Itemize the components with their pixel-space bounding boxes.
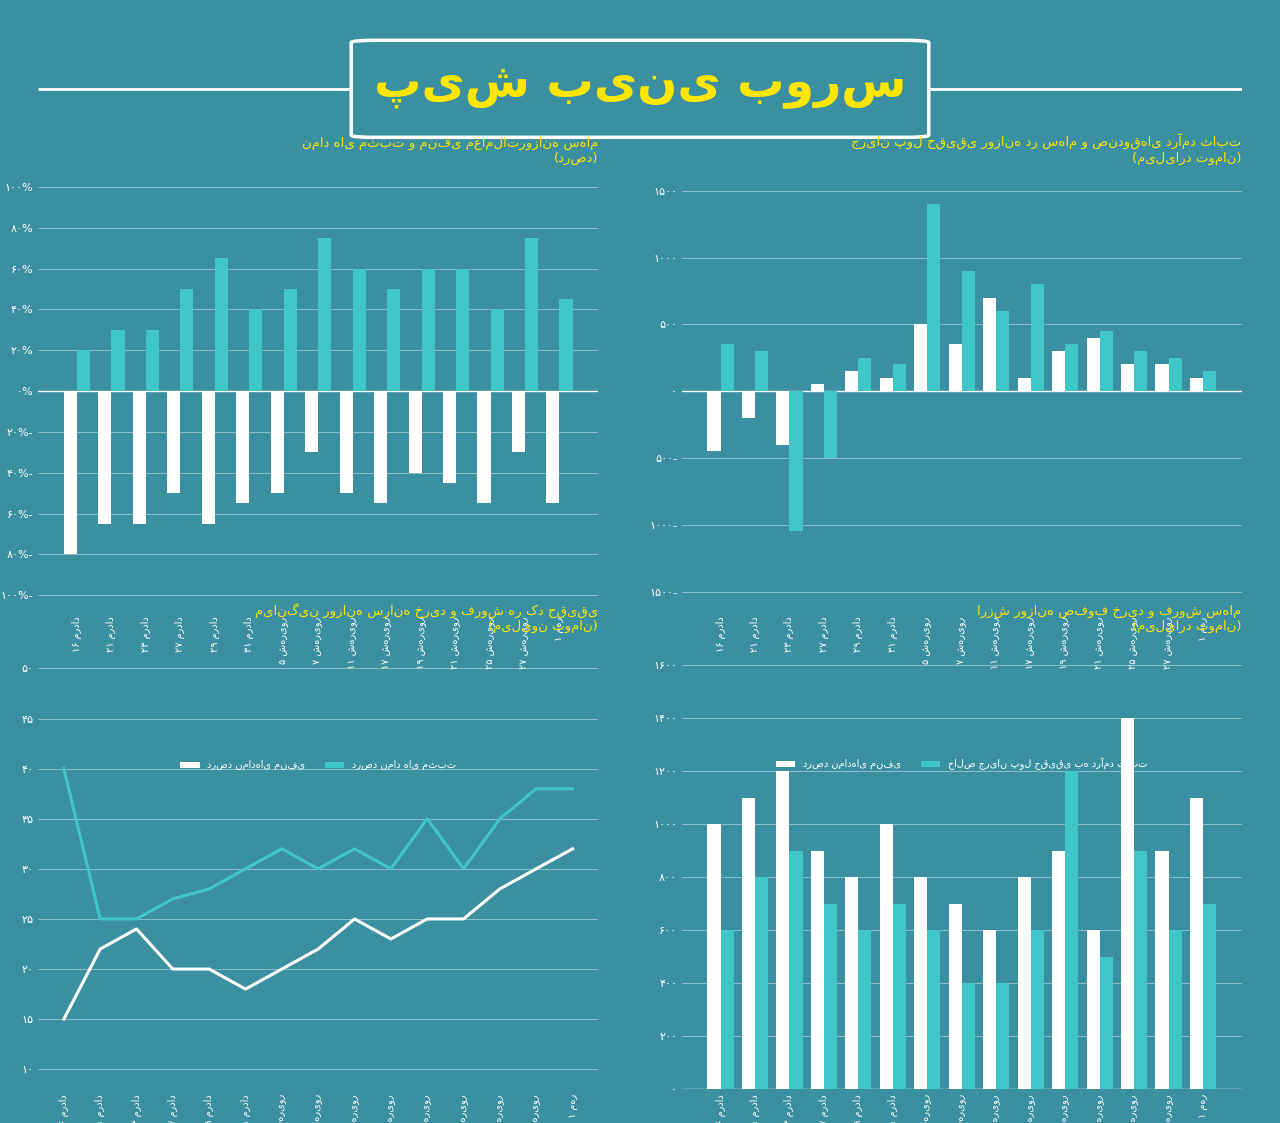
Bar — [490, 310, 503, 391]
Bar — [1030, 930, 1043, 1089]
Bar — [983, 930, 996, 1089]
Bar — [742, 797, 755, 1089]
Bar — [777, 772, 790, 1089]
Bar — [456, 268, 470, 391]
Bar — [339, 391, 353, 493]
Bar — [1100, 957, 1112, 1089]
FancyBboxPatch shape — [351, 40, 929, 137]
Bar — [408, 391, 421, 473]
Bar — [1156, 364, 1169, 391]
Bar — [146, 330, 159, 391]
Bar — [790, 391, 803, 531]
Bar — [215, 258, 228, 391]
Bar — [374, 391, 387, 503]
Bar — [708, 824, 721, 1089]
Bar — [721, 930, 733, 1089]
Bar — [1190, 797, 1203, 1089]
Bar — [983, 298, 996, 391]
Bar — [525, 238, 538, 391]
Bar — [111, 330, 124, 391]
Bar — [996, 984, 1010, 1089]
Bar — [77, 350, 90, 391]
Bar — [64, 391, 77, 555]
Bar — [559, 299, 572, 391]
Bar — [443, 391, 456, 483]
Bar — [824, 904, 837, 1089]
Bar — [948, 345, 961, 391]
Bar — [1052, 850, 1065, 1089]
Bar — [1018, 877, 1030, 1089]
Bar — [961, 984, 975, 1089]
Bar — [859, 930, 872, 1089]
Bar — [1121, 718, 1134, 1089]
Legend: درصد نمادهای منفی, درصد نماد های مثبت: درصد نمادهای منفی, درصد نماد های مثبت — [177, 757, 460, 775]
Bar — [547, 391, 559, 503]
Bar — [387, 289, 401, 391]
Bar — [721, 345, 733, 391]
Bar — [1065, 772, 1078, 1089]
Bar — [810, 384, 824, 391]
Bar — [893, 364, 906, 391]
Bar — [1190, 377, 1203, 391]
Bar — [1169, 358, 1181, 391]
Text: میانگین روزانه سرانه خرید و فروش هر کد حقیقی
(میلیون تومان): میانگین روزانه سرانه خرید و فروش هر کد ح… — [255, 603, 598, 633]
Bar — [270, 391, 284, 493]
Bar — [1203, 371, 1216, 391]
Legend: درصد نمادهای منفی, خالص جریان پول حقیقی به درآمد ثابت: درصد نمادهای منفی, خالص جریان پول حقیقی … — [772, 754, 1152, 775]
Bar — [755, 351, 768, 391]
Bar — [1052, 351, 1065, 391]
Bar — [1203, 904, 1216, 1089]
Bar — [948, 904, 961, 1089]
Bar — [742, 391, 755, 418]
Bar — [202, 391, 215, 523]
Bar — [1065, 345, 1078, 391]
Bar — [1156, 850, 1169, 1089]
Bar — [1100, 331, 1112, 391]
Bar — [1030, 284, 1043, 391]
Bar — [914, 325, 927, 391]
Bar — [1121, 364, 1134, 391]
Text: پیش بینی بورس: پیش بینی بورس — [374, 63, 906, 108]
Bar — [237, 391, 250, 503]
Bar — [319, 238, 332, 391]
Bar — [810, 850, 824, 1089]
Bar — [859, 358, 872, 391]
Bar — [845, 371, 859, 391]
Bar — [961, 271, 975, 391]
Bar — [305, 391, 319, 453]
Bar — [708, 391, 721, 451]
Text: جریان پول حقیقی روزانه در سهام و صندوق‌های درآمد ثابت
(میلیارد تومان): جریان پول حقیقی روزانه در سهام و صندوق‌ه… — [851, 135, 1242, 165]
Bar — [824, 391, 837, 458]
Bar — [421, 268, 435, 391]
Bar — [512, 391, 525, 453]
Bar — [99, 391, 111, 523]
Bar — [927, 930, 941, 1089]
Bar — [893, 904, 906, 1089]
Bar — [996, 311, 1010, 391]
Bar — [790, 850, 803, 1089]
Bar — [168, 391, 180, 493]
Bar — [777, 391, 790, 445]
Bar — [914, 877, 927, 1089]
Bar — [927, 204, 941, 391]
Text: نماد های مثبت و منفی معاملاتروزانه سهام
(درصد): نماد های مثبت و منفی معاملاتروزانه سهام … — [302, 137, 598, 165]
Bar — [879, 377, 893, 391]
Bar — [1087, 338, 1100, 391]
Bar — [477, 391, 490, 503]
Bar — [1134, 850, 1147, 1089]
Bar — [250, 310, 262, 391]
Bar — [879, 824, 893, 1089]
Bar — [1134, 351, 1147, 391]
Bar — [1169, 930, 1181, 1089]
Bar — [133, 391, 146, 523]
Bar — [845, 877, 859, 1089]
Text: ارزش روزانه صفوف خرید و فروش سهام
(میلیارد تومان): ارزش روزانه صفوف خرید و فروش سهام (میلیا… — [978, 605, 1242, 633]
Bar — [1018, 377, 1030, 391]
Bar — [1087, 930, 1100, 1089]
Bar — [353, 268, 366, 391]
Bar — [755, 877, 768, 1089]
Bar — [284, 289, 297, 391]
Bar — [180, 289, 193, 391]
